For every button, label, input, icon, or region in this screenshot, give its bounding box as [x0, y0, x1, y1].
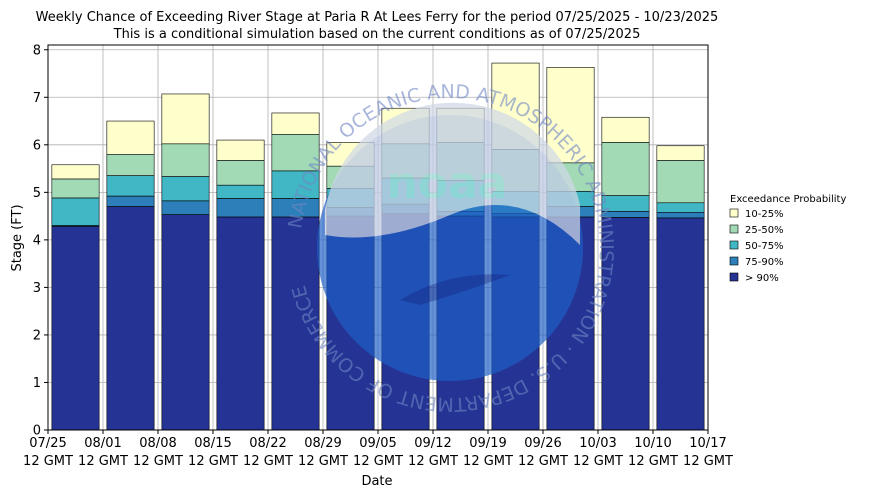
bar-segment — [271, 216, 320, 431]
x-tick-time: 12 GMT — [188, 454, 238, 469]
bar-segment — [51, 226, 100, 431]
x-tick-date: 09/12 — [414, 436, 451, 451]
bar-segment — [656, 217, 705, 431]
bar-segment — [216, 160, 265, 186]
bar-segment — [161, 93, 210, 145]
x-axis: 07/25 12 GMT 08/01 12 GMT 08/08 12 GMT 08/15 12… — [23, 430, 733, 469]
x-tick-date: 09/19 — [469, 436, 506, 451]
chart-title: Weekly Chance of Exceeding River Stage a… — [36, 10, 719, 25]
x-tick-time: 12 GMT — [243, 454, 293, 469]
x-tick-date: 08/01 — [84, 436, 121, 451]
x-tick-date: 09/26 — [524, 436, 561, 451]
bar-segment — [601, 142, 650, 196]
x-tick-date: 07/25 — [29, 436, 66, 451]
bar-segment — [216, 139, 265, 161]
x-tick-date: 08/29 — [304, 436, 341, 451]
x-tick-date: 09/05 — [359, 436, 396, 451]
bar-segment — [216, 184, 265, 199]
bar-segment — [656, 202, 705, 213]
y-axis: 0 1 2 3 4 5 6 7 8 — [33, 43, 48, 439]
y-tick-label: 5 — [33, 186, 41, 201]
x-tick-date: 10/17 — [689, 436, 726, 451]
bar-segment — [106, 175, 155, 197]
bar-segment — [271, 134, 320, 172]
bar-segment — [656, 212, 705, 219]
x-tick-time: 12 GMT — [463, 454, 513, 469]
legend-swatch — [729, 208, 739, 218]
bar-segment — [216, 198, 265, 218]
bar-segment — [656, 145, 705, 161]
x-tick-time: 12 GMT — [298, 454, 348, 469]
bar-segment — [106, 206, 155, 431]
x-tick-time: 12 GMT — [353, 454, 403, 469]
bar-segment — [161, 176, 210, 202]
y-tick-label: 2 — [33, 328, 41, 343]
bar-segment — [106, 154, 155, 177]
bar-segment — [106, 195, 155, 207]
legend-label: 50-75% — [745, 241, 784, 252]
bar-segment — [161, 143, 210, 177]
bar-segment — [51, 164, 100, 180]
x-tick-date: 10/03 — [579, 436, 616, 451]
bar-segment — [51, 178, 100, 199]
legend: Exceedance Probability 10-25% 25-50% 50-75… — [729, 194, 846, 284]
legend-title: Exceedance Probability — [730, 194, 846, 205]
x-tick-time: 12 GMT — [573, 454, 623, 469]
bar-segment — [161, 214, 210, 431]
chart-subtitle: This is a conditional simulation based o… — [113, 27, 641, 42]
x-axis-label: Date — [361, 474, 392, 489]
y-axis-label: Stage (FT) — [10, 204, 25, 271]
legend-swatch — [729, 256, 739, 266]
x-tick-date: 08/15 — [194, 436, 231, 451]
bar-segment — [161, 200, 210, 215]
bar-segment — [106, 120, 155, 155]
legend-swatch — [729, 240, 739, 250]
x-tick-date: 08/22 — [249, 436, 286, 451]
x-tick-time: 12 GMT — [133, 454, 183, 469]
legend-label: 25-50% — [745, 225, 784, 236]
y-tick-label: 7 — [33, 91, 41, 106]
x-tick-time: 12 GMT — [683, 454, 733, 469]
x-tick-time: 12 GMT — [78, 454, 128, 469]
x-tick-time: 12 GMT — [628, 454, 678, 469]
legend-label: > 90% — [745, 273, 779, 284]
legend-label: 75-90% — [745, 257, 784, 268]
y-tick-label: 0 — [33, 424, 41, 439]
legend-swatch — [729, 272, 739, 282]
bar-segment — [656, 160, 705, 204]
legend-label: 10-25% — [745, 209, 784, 220]
x-tick-time: 12 GMT — [23, 454, 73, 469]
bar-segment — [51, 197, 100, 226]
bar-segment — [271, 170, 320, 199]
x-tick-time: 12 GMT — [408, 454, 458, 469]
y-tick-label: 3 — [33, 281, 41, 296]
bar-segment — [216, 216, 265, 431]
y-tick-label: 6 — [33, 138, 41, 153]
y-tick-label: 8 — [33, 43, 41, 58]
bar-segment — [601, 116, 650, 143]
x-tick-time: 12 GMT — [518, 454, 568, 469]
legend-swatch — [729, 224, 739, 234]
x-tick-date: 10/10 — [634, 436, 671, 451]
y-tick-label: 4 — [33, 233, 41, 248]
noaa-logo-text: noaa — [387, 158, 508, 209]
bar-segment — [271, 112, 320, 135]
y-tick-label: 1 — [33, 376, 41, 391]
bar-segment — [601, 217, 650, 431]
x-tick-date: 08/08 — [139, 436, 176, 451]
